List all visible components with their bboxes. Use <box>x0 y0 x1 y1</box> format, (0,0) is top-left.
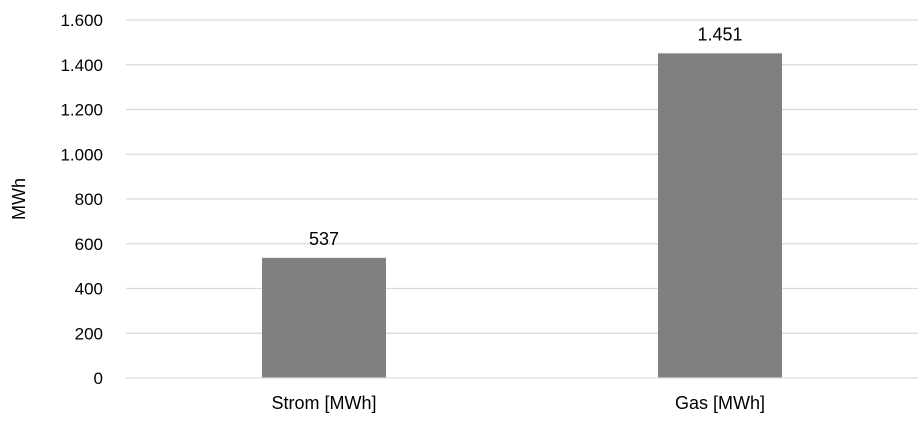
gridlines <box>126 19 918 334</box>
y-tick-label: 1.400 <box>60 56 103 75</box>
y-tick-label: 400 <box>75 280 103 299</box>
y-tick-label: 0 <box>94 369 103 388</box>
y-axis-title: MWh <box>9 178 29 220</box>
data-label: 1.451 <box>697 24 742 44</box>
data-labels: 537 1.451 <box>309 24 743 249</box>
data-label: 537 <box>309 229 339 249</box>
y-tick-label: 800 <box>75 190 103 209</box>
y-axis-tick-labels: 0 200 400 600 800 1.000 1.200 1.400 1.600 <box>60 11 103 388</box>
y-tick-label: 1.000 <box>60 145 103 164</box>
bars <box>262 53 782 379</box>
y-tick-label: 1.200 <box>60 101 103 120</box>
category-label: Strom [MWh] <box>271 393 376 413</box>
bar <box>658 53 782 379</box>
category-label: Gas [MWh] <box>675 393 765 413</box>
y-tick-label: 200 <box>75 324 103 343</box>
y-tick-label: 600 <box>75 235 103 254</box>
bar <box>262 257 386 378</box>
x-axis-category-labels: Strom [MWh] Gas [MWh] <box>271 393 765 413</box>
y-tick-label: 1.600 <box>60 11 103 30</box>
